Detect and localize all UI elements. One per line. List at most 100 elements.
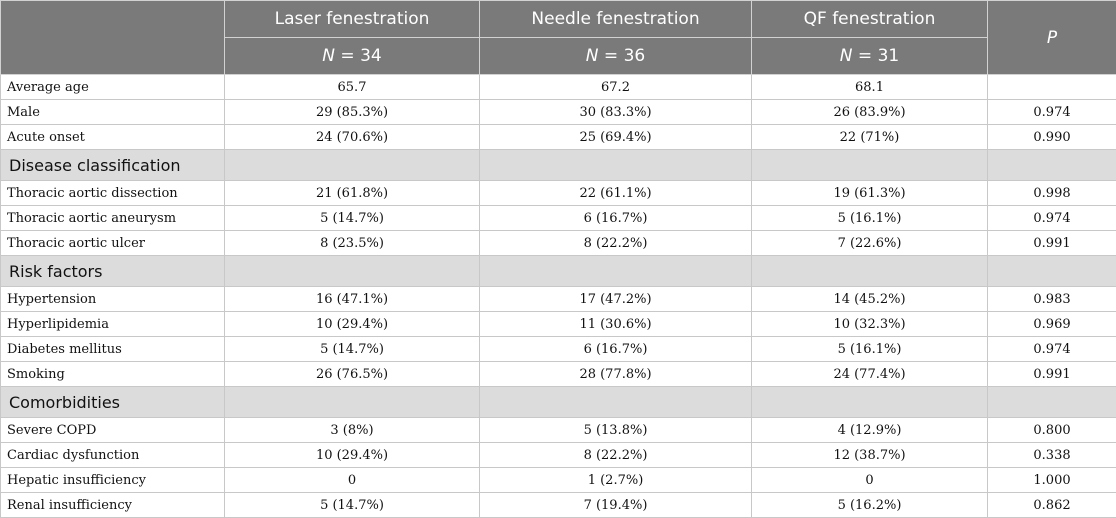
- table-row: Hepatic insufficiency 0 1 (2.7%) 0 1.000: [0, 467, 1116, 493]
- p-value: 0.991: [987, 361, 1116, 387]
- qf-value: 7 (22.6%): [751, 230, 988, 256]
- laser-value: 3 (8%): [224, 417, 480, 443]
- header-laser: Laser fenestration: [224, 0, 480, 38]
- table-row: Hyperlipidemia 10 (29.4%) 11 (30.6%) 10 (32…: [0, 311, 1116, 337]
- laser-value: 65.7: [224, 74, 480, 100]
- laser-value: 5 (14.7%): [224, 492, 480, 518]
- qf-value: 4 (12.9%): [751, 417, 988, 443]
- qf-value: 5 (16.1%): [751, 336, 988, 362]
- table-row: Thoracic aortic ulcer 8 (23.5%) 8 (22.2%) 7…: [0, 230, 1116, 256]
- table-row: Smoking 26 (76.5%) 28 (77.8%) 24 (77.4%) 0.9…: [0, 361, 1116, 387]
- p-value: 0.800: [987, 417, 1116, 443]
- header-blank-cell: [0, 0, 225, 75]
- qf-value: 12 (38.7%): [751, 442, 988, 468]
- header-n-qf: N = 31: [751, 37, 988, 75]
- row-label: Hepatic insufficiency: [0, 467, 225, 493]
- qf-value: 5 (16.1%): [751, 205, 988, 231]
- n-value-needle: 36: [623, 46, 646, 66]
- section-empty-cell: [987, 386, 1116, 418]
- qf-value: 0: [751, 467, 988, 493]
- section-empty-cell: [751, 149, 988, 181]
- row-label: Renal insufficiency: [0, 492, 225, 518]
- section-empty-cell: [479, 386, 752, 418]
- section-empty-cell: [987, 255, 1116, 287]
- table-row: Average age 65.7 67.2 68.1: [0, 74, 1116, 100]
- p-value: 0.974: [987, 336, 1116, 362]
- n-symbol: N: [585, 46, 599, 66]
- needle-value: 22 (61.1%): [479, 180, 752, 206]
- qf-value: 24 (77.4%): [751, 361, 988, 387]
- p-value: 0.998: [987, 180, 1116, 206]
- laser-value: 0: [224, 467, 480, 493]
- laser-value: 5 (14.7%): [224, 205, 480, 231]
- laser-value: 26 (76.5%): [224, 361, 480, 387]
- table-header: Laser fenestration Needle fenestration Q…: [0, 0, 1116, 75]
- n-equals: =: [852, 46, 878, 66]
- table-row: Renal insufficiency 5 (14.7%) 7 (19.4%) 5 (…: [0, 492, 1116, 518]
- n-value-laser: 34: [360, 46, 382, 66]
- table-row: Diabetes mellitus 5 (14.7%) 6 (16.7%) 5 (16…: [0, 336, 1116, 362]
- needle-value: 67.2: [479, 74, 752, 100]
- p-value: 0.974: [987, 205, 1116, 231]
- row-label: Cardiac dysfunction: [0, 442, 225, 468]
- section-header-row: Disease classification: [0, 149, 1116, 181]
- row-label: Hypertension: [0, 286, 225, 312]
- qf-value: 10 (32.3%): [751, 311, 988, 337]
- p-value: 1.000: [987, 467, 1116, 493]
- row-label: Hyperlipidemia: [0, 311, 225, 337]
- table-row: Hypertension 16 (47.1%) 17 (47.2%) 14 (45.2…: [0, 286, 1116, 312]
- section-label: Risk factors: [0, 255, 225, 287]
- needle-value: 5 (13.8%): [479, 417, 752, 443]
- section-empty-cell: [479, 255, 752, 287]
- table-row: Acute onset 24 (70.6%) 25 (69.4%) 22 (71%) 0…: [0, 124, 1116, 150]
- n-symbol: N: [839, 46, 853, 66]
- n-equals: =: [335, 46, 361, 66]
- row-label: Thoracic aortic dissection: [0, 180, 225, 206]
- laser-value: 10 (29.4%): [224, 311, 480, 337]
- needle-value: 6 (16.7%): [479, 205, 752, 231]
- laser-value: 29 (85.3%): [224, 99, 480, 125]
- section-header-row: Comorbidities: [0, 386, 1116, 418]
- qf-value: 19 (61.3%): [751, 180, 988, 206]
- section-empty-cell: [224, 386, 480, 418]
- needle-value: 8 (22.2%): [479, 442, 752, 468]
- qf-value: 22 (71%): [751, 124, 988, 150]
- section-label: Disease classification: [0, 149, 225, 181]
- needle-value: 11 (30.6%): [479, 311, 752, 337]
- section-empty-cell: [224, 149, 480, 181]
- header-n-needle: N = 36: [479, 37, 752, 75]
- row-label: Severe COPD: [0, 417, 225, 443]
- header-needle: Needle fenestration: [479, 0, 752, 38]
- header-n-laser: N = 34: [224, 37, 480, 75]
- laser-value: 8 (23.5%): [224, 230, 480, 256]
- needle-value: 6 (16.7%): [479, 336, 752, 362]
- n-equals: =: [598, 46, 624, 66]
- qf-value: 14 (45.2%): [751, 286, 988, 312]
- row-label: Thoracic aortic aneurysm: [0, 205, 225, 231]
- row-label: Diabetes mellitus: [0, 336, 225, 362]
- needle-value: 7 (19.4%): [479, 492, 752, 518]
- n-value-qf: 31: [877, 46, 900, 66]
- row-label: Male: [0, 99, 225, 125]
- header-qf: QF fenestration: [751, 0, 988, 38]
- n-symbol: N: [322, 46, 335, 66]
- laser-value: 16 (47.1%): [224, 286, 480, 312]
- table-body: Average age 65.7 67.2 68.1 Male 29 (85.3%) 30 …: [0, 74, 1116, 518]
- needle-value: 1 (2.7%): [479, 467, 752, 493]
- needle-value: 25 (69.4%): [479, 124, 752, 150]
- header-p-value: P: [987, 0, 1116, 75]
- needle-value: 8 (22.2%): [479, 230, 752, 256]
- row-label: Average age: [0, 74, 225, 100]
- section-empty-cell: [479, 149, 752, 181]
- p-value: 0.862: [987, 492, 1116, 518]
- table-row: Severe COPD 3 (8%) 5 (13.8%) 4 (12.9%) 0.800: [0, 417, 1116, 443]
- section-empty-cell: [224, 255, 480, 287]
- row-label: Smoking: [0, 361, 225, 387]
- table-row: Thoracic aortic aneurysm 5 (14.7%) 6 (16.7…: [0, 205, 1116, 231]
- laser-value: 10 (29.4%): [224, 442, 480, 468]
- p-value: 0.990: [987, 124, 1116, 150]
- section-header-row: Risk factors: [0, 255, 1116, 287]
- needle-value: 28 (77.8%): [479, 361, 752, 387]
- row-label: Thoracic aortic ulcer: [0, 230, 225, 256]
- needle-value: 30 (83.3%): [479, 99, 752, 125]
